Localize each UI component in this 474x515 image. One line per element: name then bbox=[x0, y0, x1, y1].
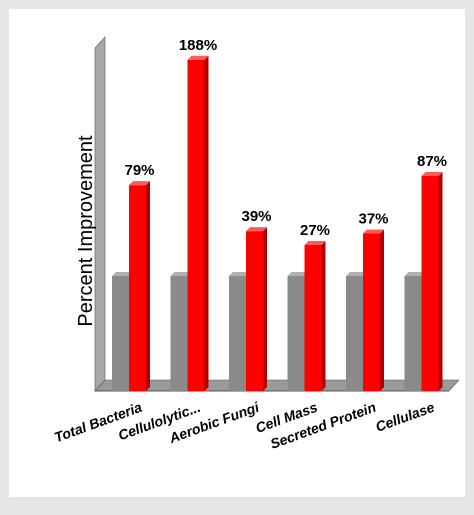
improved-bar-5-front bbox=[421, 175, 439, 391]
baseline-bar-1-top bbox=[170, 272, 192, 276]
data-label-4: 37% bbox=[358, 210, 388, 227]
improved-bar-4-top bbox=[363, 229, 384, 234]
improved-bar-1-top bbox=[187, 55, 209, 60]
bar-chart: 79%Total Bacteria188%Cellulolytic...39%A… bbox=[52, 36, 460, 452]
baseline-bar-1-front bbox=[170, 276, 188, 391]
baseline-bar-4-front bbox=[346, 276, 363, 391]
category-label-5: Cellulase bbox=[373, 399, 436, 435]
baseline-bar-3-top bbox=[287, 272, 309, 276]
improved-bar-4-front bbox=[363, 233, 380, 391]
baseline-bar-4-top bbox=[346, 272, 367, 276]
chart-bars bbox=[112, 55, 443, 392]
improved-bar-4 bbox=[363, 229, 384, 391]
improved-bar-0 bbox=[129, 181, 150, 391]
baseline-bar-2-front bbox=[229, 276, 246, 391]
improved-bar-3 bbox=[304, 240, 326, 391]
data-label-3: 27% bbox=[300, 222, 330, 239]
data-label-0: 79% bbox=[124, 162, 154, 179]
data-label-2: 39% bbox=[241, 208, 271, 225]
improved-bar-0-top bbox=[129, 181, 150, 186]
data-label-5: 87% bbox=[417, 153, 447, 170]
baseline-bar-5-front bbox=[404, 276, 422, 391]
chart-frame: 79% Total Bacteria 188% Cellulolytic... 39% A… bbox=[9, 9, 465, 497]
improved-bar-3-side bbox=[321, 240, 326, 391]
improved-bar-1-front bbox=[187, 59, 205, 392]
baseline-bar-0-front bbox=[112, 276, 129, 391]
improved-bar-2-front bbox=[246, 231, 263, 391]
baseline-bar-2-top bbox=[229, 272, 250, 276]
baseline-bar-0-top bbox=[112, 272, 133, 276]
improved-bar-3-front bbox=[304, 244, 322, 391]
improved-bar-5-top bbox=[421, 171, 443, 176]
improved-bar-2 bbox=[246, 227, 267, 391]
data-label-1: 188% bbox=[179, 37, 217, 54]
improved-bar-4-side bbox=[380, 229, 384, 391]
baseline-bar-3-front bbox=[287, 276, 305, 391]
improved-bar-2-side bbox=[263, 227, 267, 391]
improved-bar-1 bbox=[187, 55, 209, 392]
improved-bar-0-front bbox=[129, 185, 146, 391]
improved-bar-0-side bbox=[146, 181, 150, 391]
improved-bar-5 bbox=[421, 171, 443, 391]
y-axis-label: Percent Improvement bbox=[75, 135, 97, 327]
improved-bar-1-side bbox=[204, 55, 209, 392]
improved-bar-5-side bbox=[438, 171, 443, 391]
improved-bar-2-top bbox=[246, 227, 267, 232]
improved-bar-3-top bbox=[304, 240, 326, 245]
baseline-bar-5-top bbox=[404, 272, 426, 276]
